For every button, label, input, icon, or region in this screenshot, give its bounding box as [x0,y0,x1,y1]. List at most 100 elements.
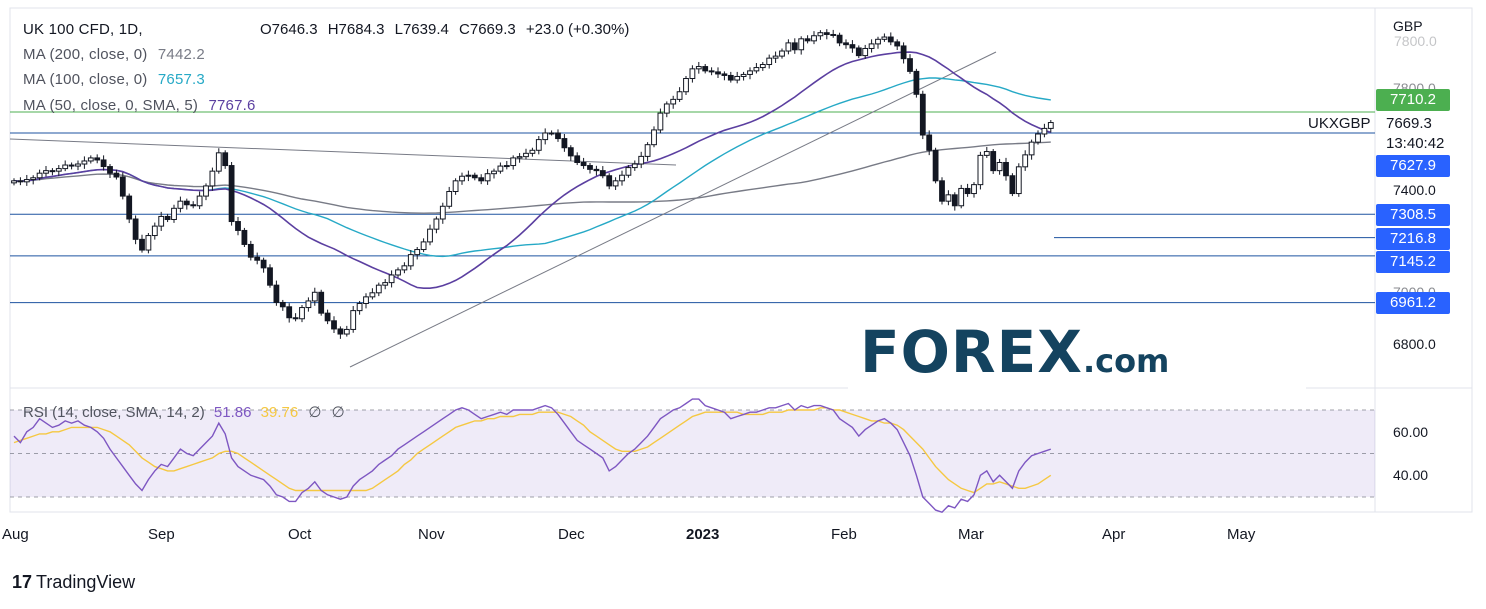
candle-body [715,71,721,75]
rsi-value: 51.86 [213,404,252,421]
ma50-value: 7767.6 [208,97,256,114]
candle-body [151,225,158,237]
candle-body [708,70,715,73]
candle-body [267,267,273,286]
candle-body [779,50,785,57]
candle-body [510,157,517,167]
rsi-tick-60: 60.00 [1393,424,1429,440]
rsi-sma-value: 39.76 [260,404,299,421]
price-tag-7710: 7710.2 [1376,89,1450,111]
candle-body [811,35,817,42]
candle-body [318,291,325,314]
candle-body [375,284,382,294]
x-label-2023: 2023 [686,526,720,543]
countdown: 13:40:42 [1386,135,1445,152]
chart-panes [9,7,1473,513]
tradingview-text: TradingView [36,572,136,592]
symbol-title: UK 100 CFD, 1D, [23,21,143,38]
x-label-nov: Nov [418,526,445,543]
candle-body [356,302,363,312]
candle-body [81,160,88,165]
rsi-label: RSI (14, close, SMA, 14, 2) [23,404,205,421]
candle-body [17,180,24,183]
logo-main: FOREX [860,318,1083,386]
candle-body [535,139,542,151]
candle-body [395,269,401,276]
candle-body [1015,166,1022,195]
ma100-label: MA (100, close, 0) [23,71,148,88]
candle-body [203,185,209,197]
candle-body [433,218,440,230]
candle-body [753,67,760,72]
x-label-oct: Oct [288,526,312,543]
candle-body [868,43,875,49]
candle-body [401,265,408,271]
candle-body [292,317,299,320]
tradingview-branding[interactable]: 17 TradingView [12,572,135,593]
x-label-may: May [1227,526,1256,543]
candle-body [260,259,267,269]
candle-body [87,157,94,162]
candle-body [55,168,62,172]
candle-body [555,132,561,140]
x-label-dec: Dec [558,526,585,543]
candle-body [1009,175,1016,195]
candle-body [971,184,977,195]
ma200-legend[interactable]: MA (200, close, 0) 7442.2 [23,46,205,63]
candle-body [599,170,606,177]
candle-body [164,215,171,221]
candle-body [299,307,305,320]
candle-body [523,152,529,158]
trendline-descending [9,138,677,166]
candle-body [177,200,184,209]
candle-body [881,36,888,40]
candle-body [631,163,638,169]
candle-body [363,296,369,304]
candle-body [478,177,485,182]
candle-body [350,310,357,330]
candle-body [606,175,613,187]
logo-backdrop [848,318,1306,390]
candle-body [830,33,837,36]
candle-body [497,165,504,172]
candle-body [1028,141,1035,156]
x-label-aug: Aug [2,526,29,543]
ma50-legend[interactable]: MA (50, close, 0, SMA, 5) 7767.6 [23,97,256,114]
candles [11,29,1054,339]
candle-body [369,292,376,298]
candle-body [215,152,222,172]
candle-body [331,320,337,330]
logo-suffix: .com [1082,342,1170,380]
candle-body [785,42,792,52]
candle-body [471,174,478,179]
candle-body [68,164,75,167]
candle-body [836,34,843,44]
y-tick-6800: 6800.0 [1393,336,1436,352]
trendline-ascending [349,51,997,368]
candle-body [75,163,81,167]
price-tag-7216: 7216.8 [1376,228,1450,250]
ma100-value: 7657.3 [157,71,205,88]
x-label-feb: Feb [831,526,857,543]
candle-body [311,291,318,302]
candle-body [484,173,491,182]
y-tick-7400: 7400.0 [1393,182,1436,198]
candle-body [638,155,645,165]
candle-body [740,73,747,77]
candle-body [337,328,344,335]
candle-body [945,194,952,202]
ma100-legend[interactable]: MA (100, close, 0) 7657.3 [23,71,205,88]
candle-body [11,180,17,184]
ohlc-low: L7639.4 [394,21,449,38]
ohlc-change: +23.0 (+0.30%) [525,21,630,38]
candle-body [798,38,805,51]
rsi-legend[interactable]: RSI (14, close, SMA, 14, 2) 51.86 39.76 … [23,403,345,421]
candle-body [516,156,523,159]
candle-body [228,165,235,223]
candle-body [139,238,145,251]
candle-body [273,284,280,303]
x-label-mar: Mar [958,526,984,543]
candle-body [36,172,43,179]
candle-body [894,41,901,47]
